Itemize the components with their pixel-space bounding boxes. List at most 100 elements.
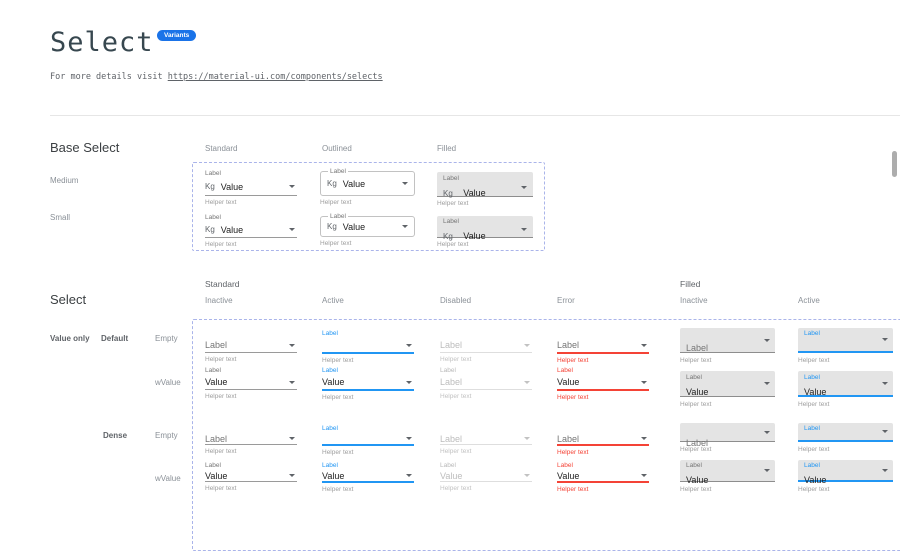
select-dense-filled-inactive-empty[interactable]: Label Helper text bbox=[680, 423, 775, 453]
select-value: Label bbox=[205, 340, 228, 350]
select-control: Label Value bbox=[798, 371, 893, 397]
base-select-filled-small[interactable]: Label Kg Value Helper text bbox=[437, 216, 533, 248]
select-control: Label bbox=[798, 328, 893, 353]
select-control: Value bbox=[440, 470, 532, 482]
select-standard-active-value[interactable]: Label Value Helper text bbox=[322, 367, 414, 401]
floating-label: Label bbox=[443, 175, 459, 182]
dropdown-arrow-icon bbox=[764, 382, 770, 385]
dropdown-arrow-icon bbox=[402, 182, 408, 185]
select-standard-inactive-value[interactable]: Label Value Helper text bbox=[205, 367, 297, 400]
select-filled-inactive-empty[interactable]: Label Helper text bbox=[680, 328, 775, 364]
select-dense-standard-error-empty[interactable]: Label Helper text bbox=[557, 425, 649, 456]
select-dense-standard-active-value[interactable]: Label Value Helper text bbox=[322, 462, 414, 493]
select-value: Label bbox=[440, 377, 463, 387]
helper-text: Helper text bbox=[557, 486, 589, 493]
select-standard-error-empty[interactable]: Label Helper text bbox=[557, 330, 649, 364]
select-dense-standard-active-empty[interactable]: Label Helper text bbox=[322, 425, 414, 456]
floating-label bbox=[440, 425, 532, 433]
dropdown-arrow-icon bbox=[521, 186, 527, 189]
floating-label: Label bbox=[322, 367, 338, 374]
base-select-outlined-medium[interactable]: Label Kg Value Helper text bbox=[320, 168, 415, 206]
column-header-outlined: Outlined bbox=[322, 144, 352, 153]
floating-label: Label bbox=[804, 425, 820, 432]
subtitle-text: For more details visit bbox=[50, 72, 168, 82]
column-header-error: Error bbox=[557, 296, 575, 305]
select-standard-disabled-value: Label Label Helper text bbox=[440, 367, 532, 400]
dropdown-arrow-icon bbox=[289, 228, 295, 231]
row-header-empty-1: Empty bbox=[155, 334, 178, 343]
floating-label: Label bbox=[322, 425, 338, 432]
select-standard-inactive-empty[interactable]: Label Helper text bbox=[205, 330, 297, 363]
select-control: Label Kg Value bbox=[437, 172, 533, 198]
header-divider bbox=[50, 115, 900, 116]
select-dense-standard-disabled-empty: Label Helper text bbox=[440, 425, 532, 455]
select-value: Value bbox=[342, 178, 366, 189]
dropdown-arrow-icon bbox=[764, 338, 770, 342]
base-select-standard-small[interactable]: Label Kg Value Helper text bbox=[205, 214, 297, 248]
floating-label: Label bbox=[322, 462, 338, 469]
docs-link[interactable]: https://material-ui.com/components/selec… bbox=[167, 72, 383, 82]
select-dense-standard-disabled-value: Label Value Helper text bbox=[440, 462, 532, 492]
select-filled-inactive-value[interactable]: Label Value Helper text bbox=[680, 371, 775, 408]
group-header-standard: Standard bbox=[205, 279, 240, 289]
helper-text: Helper text bbox=[205, 241, 237, 248]
select-dense-standard-error-value[interactable]: Label Value Helper text bbox=[557, 462, 649, 493]
floating-label: Label bbox=[440, 367, 456, 374]
base-select-outlined-small[interactable]: Label Kg Value Helper text bbox=[320, 213, 415, 247]
floating-label: Label bbox=[328, 213, 348, 221]
row-header-default: Default bbox=[101, 334, 129, 343]
select-dense-filled-inactive-value[interactable]: Label Value Helper text bbox=[680, 460, 775, 493]
adornment: Kg bbox=[443, 232, 453, 241]
floating-label: Label bbox=[557, 367, 573, 374]
helper-text: Helper text bbox=[798, 486, 830, 493]
dropdown-arrow-icon bbox=[521, 228, 527, 231]
helper-text: Helper text bbox=[437, 200, 469, 207]
select-value: Value bbox=[220, 181, 244, 192]
select-dense-filled-active-value[interactable]: Label Value Helper text bbox=[798, 460, 893, 493]
select-dense-standard-inactive-empty[interactable]: Label Helper text bbox=[205, 425, 297, 455]
column-header-disabled: Disabled bbox=[440, 296, 472, 305]
select-value: Value bbox=[557, 470, 580, 481]
helper-text: Helper text bbox=[205, 485, 237, 492]
select-dense-filled-active-empty[interactable]: Label Helper text bbox=[798, 423, 893, 453]
select-control: Label bbox=[680, 423, 775, 448]
helper-text: Helper text bbox=[205, 448, 237, 455]
helper-text: Helper text bbox=[322, 486, 354, 493]
adornment: Kg bbox=[443, 189, 453, 198]
adornment: Kg bbox=[205, 182, 215, 191]
select-standard-disabled-empty: Label Helper text bbox=[440, 330, 532, 363]
dropdown-arrow-icon bbox=[406, 380, 412, 384]
select-control: Label Value bbox=[680, 371, 775, 397]
page-subtitle: For more details visit https://material-… bbox=[50, 72, 383, 82]
helper-text: Helper text bbox=[440, 485, 472, 492]
select-control: Label bbox=[440, 338, 532, 353]
select-standard-active-empty[interactable]: Label Helper text bbox=[322, 330, 414, 364]
row-header-value-only: Value only bbox=[50, 334, 90, 343]
dropdown-arrow-icon bbox=[289, 343, 295, 347]
select-filled-active-value[interactable]: Label Value Helper text bbox=[798, 371, 893, 408]
select-dense-standard-inactive-value[interactable]: Label Value Helper text bbox=[205, 462, 297, 492]
helper-text: Helper text bbox=[320, 240, 352, 247]
page-title: Select bbox=[50, 27, 154, 58]
floating-label: Label bbox=[804, 462, 820, 469]
helper-text: Helper text bbox=[680, 357, 712, 364]
select-value: Value bbox=[440, 470, 463, 481]
select-value: Label bbox=[557, 433, 580, 444]
select-value: Label bbox=[557, 340, 580, 350]
base-select-standard-medium[interactable]: Label Kg Value Helper text bbox=[205, 170, 297, 206]
floating-label bbox=[205, 425, 297, 433]
floating-label: Label bbox=[686, 462, 702, 469]
helper-text: Helper text bbox=[205, 393, 237, 400]
base-select-filled-medium[interactable]: Label Kg Value Helper text bbox=[437, 172, 533, 207]
select-filled-active-empty[interactable]: Label Helper text bbox=[798, 328, 893, 364]
helper-text: Helper text bbox=[437, 241, 469, 248]
vertical-scrollbar-thumb[interactable] bbox=[892, 151, 897, 177]
floating-label: Label bbox=[322, 330, 338, 337]
select-standard-error-value[interactable]: Label Value Helper text bbox=[557, 367, 649, 401]
select-control: Label bbox=[440, 375, 532, 390]
select-control: Label Value bbox=[798, 460, 893, 485]
floating-label: Label bbox=[804, 330, 820, 337]
helper-text: Helper text bbox=[798, 357, 830, 364]
column-header-filled-inactive: Inactive bbox=[680, 296, 708, 305]
row-header-empty-2: Empty bbox=[155, 431, 178, 440]
